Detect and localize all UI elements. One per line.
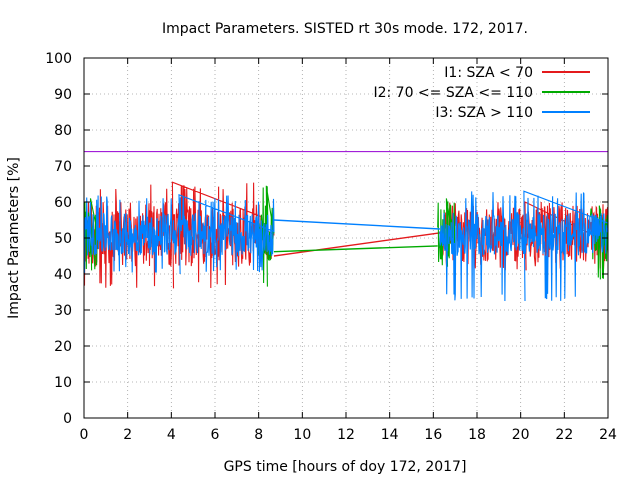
y-tick-label: 70 bbox=[54, 159, 72, 175]
x-tick-label: 2 bbox=[123, 427, 132, 443]
series-layer bbox=[84, 181, 608, 302]
y-tick-label: 10 bbox=[54, 375, 72, 391]
y-tick-label: 50 bbox=[54, 231, 72, 247]
legend-label: I2: 70 <= SZA <= 110 bbox=[373, 85, 533, 101]
series-gap-line bbox=[273, 245, 438, 253]
x-tick-label: 18 bbox=[468, 427, 486, 443]
legend: I1: SZA < 70 I2: 70 <= SZA <= 110 I3: SZA … bbox=[373, 65, 590, 121]
y-tick-label: 100 bbox=[45, 51, 72, 67]
series-gap-line bbox=[273, 231, 443, 257]
x-tick-label: 0 bbox=[80, 427, 89, 443]
x-tick-label: 8 bbox=[254, 427, 263, 443]
series-gap-line bbox=[273, 219, 440, 230]
y-tick-label: 20 bbox=[54, 339, 72, 355]
y-tick-label: 30 bbox=[54, 303, 72, 319]
series-segment-line bbox=[84, 193, 275, 275]
series-segment-line bbox=[258, 185, 275, 287]
x-tick-label: 6 bbox=[211, 427, 220, 443]
chart-title: Impact Parameters. SISTED rt 30s mode. 1… bbox=[162, 21, 528, 37]
x-tick-label: 10 bbox=[293, 427, 311, 443]
y-tick-label: 80 bbox=[54, 123, 72, 139]
x-tick-label: 14 bbox=[381, 427, 399, 443]
x-tick-label: 16 bbox=[424, 427, 442, 443]
y-axis-label: Impact Parameters [%] bbox=[6, 157, 22, 319]
y-tick-label: 0 bbox=[63, 411, 72, 427]
x-axis-label: GPS time [hours of doy 172, 2017] bbox=[224, 459, 467, 475]
x-tick-label: 22 bbox=[555, 427, 573, 443]
legend-label: I3: SZA > 110 bbox=[435, 105, 533, 121]
y-tick-label: 40 bbox=[54, 267, 72, 283]
axis-ticks: 0 2 4 6 8 10 12 14 16 18 20 22 240102030405060708090… bbox=[45, 51, 617, 443]
y-tick-label: 90 bbox=[54, 87, 72, 103]
x-tick-label: 12 bbox=[337, 427, 355, 443]
x-tick-label: 20 bbox=[512, 427, 530, 443]
x-tick-label: 24 bbox=[599, 427, 617, 443]
series-segment-line bbox=[439, 190, 608, 302]
x-tick-label: 4 bbox=[167, 427, 176, 443]
y-tick-label: 60 bbox=[54, 195, 72, 211]
series-3 bbox=[84, 190, 608, 302]
legend-label: I1: SZA < 70 bbox=[444, 65, 533, 81]
